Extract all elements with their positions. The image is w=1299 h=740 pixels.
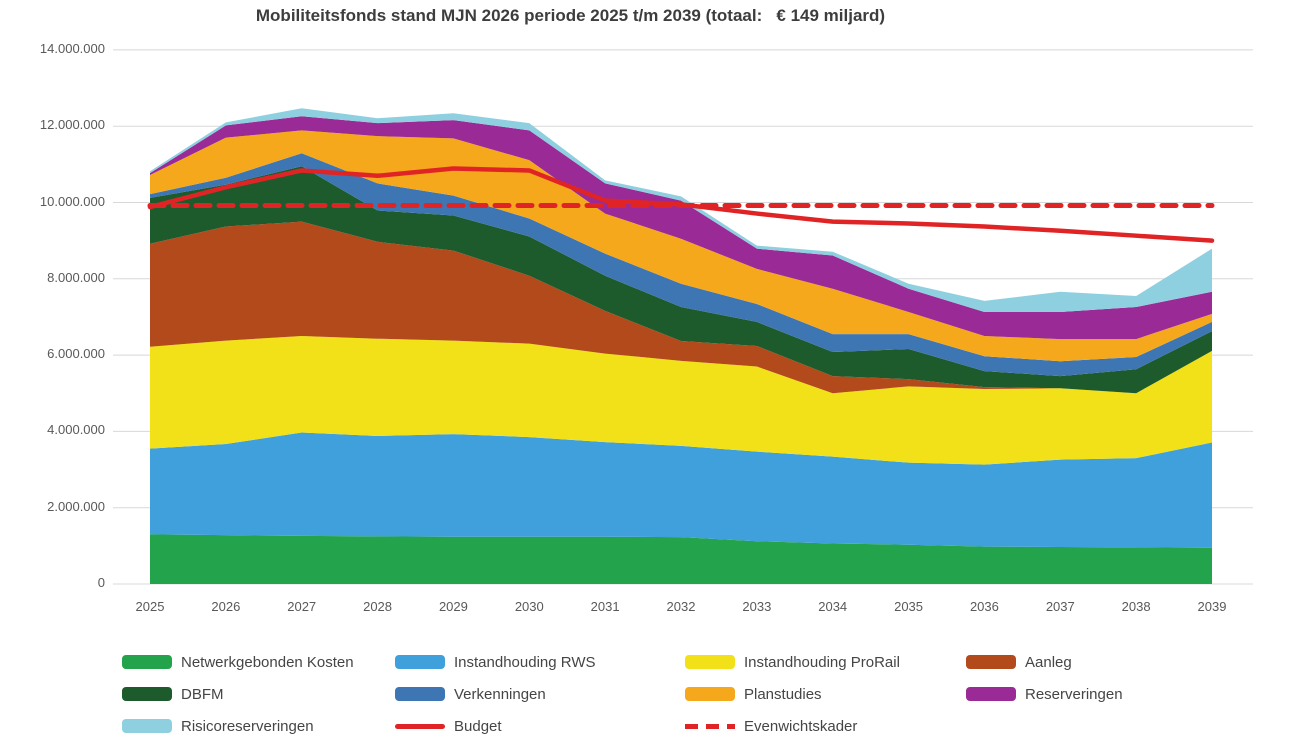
legend-item-budget: Budget xyxy=(395,716,502,736)
legend-label: Netwerkgebonden Kosten xyxy=(181,653,354,671)
legend-label: Aanleg xyxy=(1025,653,1072,671)
y-axis-label: 0 xyxy=(97,575,105,590)
y-axis-label: 2.000.000 xyxy=(47,498,105,514)
legend-swatch-verkenningen xyxy=(395,687,445,701)
legend-item-risicoreserveringen: Risicoreserveringen xyxy=(122,716,314,736)
legend-swatch-dbfm xyxy=(122,687,172,701)
x-axis-label: 2026 xyxy=(211,599,241,614)
x-axis-label: 2035 xyxy=(894,599,924,614)
legend-swatch-budget xyxy=(395,723,445,729)
legend-label: DBFM xyxy=(181,685,224,703)
legend-item-instandhouding-prorail: Instandhouding ProRail xyxy=(685,652,900,672)
x-axis-label: 2027 xyxy=(287,599,317,614)
x-axis-label: 2025 xyxy=(135,599,165,614)
area-netwerkgebonden-kosten xyxy=(150,534,1212,584)
x-axis-label: 2038 xyxy=(1121,599,1151,614)
x-axis-label: 2033 xyxy=(742,599,772,614)
legend-swatch-instandhouding-rws xyxy=(395,655,445,669)
x-axis-label: 2039 xyxy=(1197,599,1227,614)
area-reserveringen xyxy=(150,116,1212,340)
legend-label: Instandhouding RWS xyxy=(454,653,596,671)
legend-item-evenwichtskader: Evenwichtskader xyxy=(685,716,857,736)
legend-swatch-risicoreserveringen xyxy=(122,719,172,733)
legend-swatch-reserveringen xyxy=(966,687,1016,701)
y-axis-label: 8.000.000 xyxy=(47,269,105,285)
x-axis-label: 2029 xyxy=(438,599,468,614)
legend-label: Budget xyxy=(454,717,502,735)
legend-item-planstudies: Planstudies xyxy=(685,684,822,704)
y-axis-label: 4.000.000 xyxy=(47,422,105,438)
x-axis-label: 2036 xyxy=(969,599,999,614)
area-instandhouding-rws xyxy=(150,432,1212,548)
x-axis-label: 2032 xyxy=(666,599,696,614)
legend-item-instandhouding-rws: Instandhouding RWS xyxy=(395,652,595,672)
y-axis-label: 6.000.000 xyxy=(47,346,105,362)
area-planstudies xyxy=(150,130,1212,362)
legend-label: Risicoreserveringen xyxy=(181,717,314,735)
legend-item-verkenningen: Verkenningen xyxy=(395,684,546,704)
x-axis-label: 2028 xyxy=(363,599,393,614)
area-verkenningen xyxy=(150,153,1212,377)
x-axis-label: 2034 xyxy=(818,599,848,614)
area-aanleg xyxy=(150,221,1212,394)
legend-item-aanleg: Aanleg xyxy=(966,652,1072,672)
legend-label: Verkenningen xyxy=(454,685,546,703)
area-dbfm xyxy=(150,166,1212,394)
legend-swatch-evenwichtskader xyxy=(685,723,735,729)
legend-item-netwerkgebonden-kosten: Netwerkgebonden Kosten xyxy=(122,652,354,672)
legend-item-reserveringen: Reserveringen xyxy=(966,684,1123,704)
legend-label: Reserveringen xyxy=(1025,685,1123,703)
legend-swatch-netwerkgebonden-kosten xyxy=(122,655,172,669)
legend-swatch-aanleg xyxy=(966,655,1016,669)
x-axis-label: 2030 xyxy=(514,599,544,614)
area-instandhouding-prorail xyxy=(150,336,1212,465)
x-axis-label: 2037 xyxy=(1045,599,1075,614)
legend-swatch-planstudies xyxy=(685,687,735,701)
y-axis-label: 10.000.000 xyxy=(39,193,105,209)
legend-label: Planstudies xyxy=(744,685,822,703)
chart-title: Mobiliteitsfonds stand MJN 2026 periode … xyxy=(255,6,886,25)
y-axis-label: 14.000.000 xyxy=(39,40,105,56)
legend-label: Evenwichtskader xyxy=(744,717,858,735)
legend-item-dbfm: DBFM xyxy=(122,684,224,704)
y-axis-label: 12.000.000 xyxy=(39,117,105,133)
legend-label: Instandhouding ProRail xyxy=(744,653,900,671)
x-axis-label: 2031 xyxy=(590,599,620,614)
legend-swatch-instandhouding-prorail xyxy=(685,655,735,669)
